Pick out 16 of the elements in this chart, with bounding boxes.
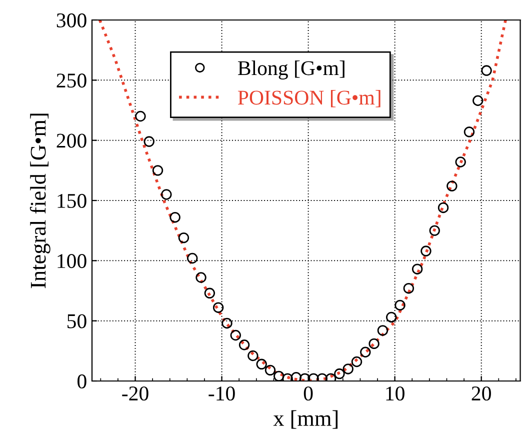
y-tick-label: 150 xyxy=(58,194,86,208)
legend-label: Blong [G•m] xyxy=(238,60,344,80)
y-tick-label: 100 xyxy=(58,254,86,268)
y-tick-label: 250 xyxy=(56,74,86,88)
x-tick-label: 0 xyxy=(304,386,313,401)
y-tick-label: 50 xyxy=(68,314,86,328)
x-axis-title: x [mm] xyxy=(273,410,338,429)
y-tick-label: 0 xyxy=(78,374,86,388)
y-tick-label: 200 xyxy=(56,134,86,148)
x-tick-label: -10 xyxy=(208,386,235,401)
y-tick-label: 300 xyxy=(56,13,86,28)
y-axis-title: Integral field [G•m] xyxy=(30,114,50,288)
legend-label: POISSON [G•m] xyxy=(238,90,380,108)
x-tick-label: -20 xyxy=(122,386,148,401)
x-tick-label: 20 xyxy=(472,386,491,401)
x-tick-label: 10 xyxy=(386,386,404,401)
